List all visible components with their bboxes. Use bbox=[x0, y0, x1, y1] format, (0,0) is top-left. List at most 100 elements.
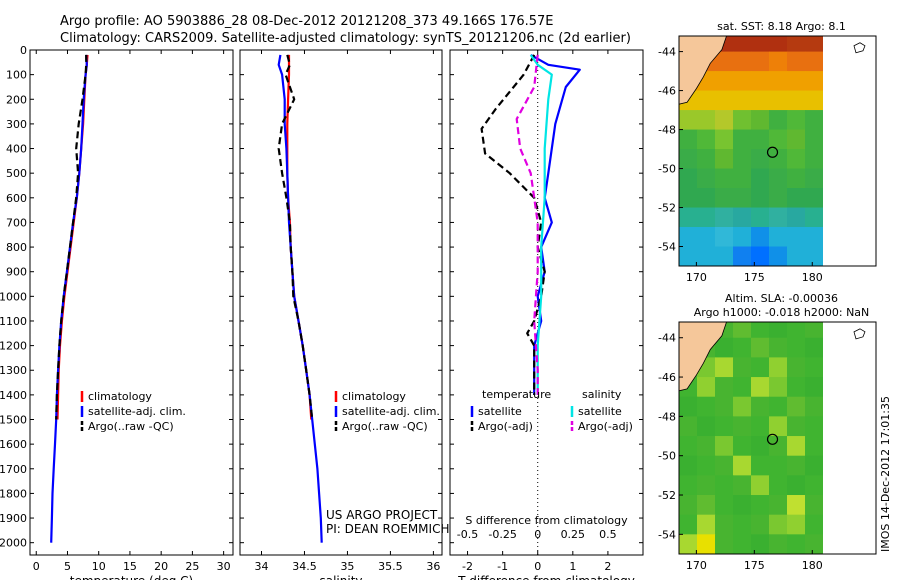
y-tick-label: 700 bbox=[6, 216, 27, 229]
salinity-panel: 34 34.5 35 35.5 36 salinity climatology satelli… bbox=[239, 49, 443, 580]
header-line-2: Climatology: CARS2009. Satellite-adjuste… bbox=[60, 31, 631, 46]
temperature-axis-label: temperature (deg C) bbox=[70, 574, 193, 580]
heatmap-cell bbox=[787, 455, 806, 476]
heatmap-cell bbox=[769, 322, 788, 339]
x-tick-label: 20 bbox=[154, 560, 168, 573]
heatmap-cell bbox=[805, 495, 823, 516]
y-tick-label: 200 bbox=[6, 93, 27, 106]
heatmap-cell bbox=[805, 246, 823, 266]
heatmap-cell bbox=[733, 514, 752, 535]
heatmap-cell bbox=[697, 168, 716, 189]
heatmap-cell bbox=[805, 51, 823, 72]
map-lat-label: -44 bbox=[658, 46, 676, 59]
heatmap-cell bbox=[787, 149, 806, 170]
s-tick-label: 0.5 bbox=[599, 528, 617, 541]
map-title: Argo h1000: -0.018 h2000: NaN bbox=[694, 306, 870, 319]
heatmap-cell bbox=[787, 337, 806, 358]
heatmap-cell bbox=[787, 246, 806, 266]
heatmap-cell bbox=[769, 455, 788, 476]
heatmap-cell bbox=[787, 436, 806, 457]
heatmap-cell bbox=[733, 495, 752, 516]
heatmap-cell bbox=[679, 149, 698, 170]
argo-position-marker bbox=[766, 433, 779, 445]
series-line-satellite-adj-clim- bbox=[50, 54, 88, 543]
heatmap-cell bbox=[751, 514, 770, 535]
x-tick-label: 0 bbox=[33, 560, 40, 573]
heatmap-cell bbox=[769, 129, 788, 150]
heatmap-cell bbox=[787, 188, 806, 209]
map-lat-label: -50 bbox=[658, 450, 676, 463]
map-lon-label: 170 bbox=[686, 271, 707, 284]
heatmap-cell bbox=[715, 534, 734, 554]
heatmap-cell bbox=[787, 71, 806, 92]
temperature-panel: 0100200300400500600700800900100011001200… bbox=[0, 44, 234, 580]
heatmap-cell bbox=[805, 455, 823, 476]
heatmap-cell bbox=[787, 514, 806, 535]
heatmap-cell bbox=[787, 377, 806, 398]
x-tick-label: 35 bbox=[340, 560, 354, 573]
map-lat-label: -52 bbox=[658, 202, 676, 215]
heatmap-cell bbox=[805, 377, 823, 398]
x-tick-label: 36 bbox=[426, 560, 440, 573]
sst-map-panel: -44 -46 -48 -50 -52 -54 170 175 180 sat. SST: 8.1… bbox=[658, 20, 877, 284]
map-lon-label: 170 bbox=[686, 559, 707, 572]
legend-entry: Argo(-adj) bbox=[478, 420, 533, 433]
heatmap-cell bbox=[769, 475, 788, 496]
s-difference-axis-label: S difference from climatology bbox=[465, 514, 628, 527]
map-lat-label: -50 bbox=[658, 163, 676, 176]
heatmap-cell bbox=[679, 534, 698, 554]
heatmap-cell bbox=[805, 534, 823, 554]
legend-entry: Argo(..raw -QC) bbox=[342, 420, 428, 433]
heatmap-cell bbox=[751, 110, 770, 131]
heatmap-cell bbox=[715, 90, 734, 111]
salinity-axis-label: salinity bbox=[319, 574, 362, 580]
heatmap-cell bbox=[715, 357, 734, 378]
heatmap-cell bbox=[805, 322, 823, 339]
heatmap-cell bbox=[787, 168, 806, 189]
heatmap-cell bbox=[751, 129, 770, 150]
heatmap-cell bbox=[733, 436, 752, 457]
difference-panel: -2 -1 0 1 2T difference from climatology -0.5… bbox=[449, 49, 644, 580]
x-tick-label: -1 bbox=[497, 560, 508, 573]
heatmap-cell bbox=[769, 168, 788, 189]
x-tick-label: 2 bbox=[604, 560, 611, 573]
y-tick-label: 300 bbox=[6, 118, 27, 131]
heatmap-cell bbox=[805, 90, 823, 111]
heatmap-cell bbox=[769, 149, 788, 170]
heatmap-cell bbox=[769, 188, 788, 209]
heatmap-cell bbox=[805, 416, 823, 437]
header-line-1: Argo profile: AO 5903886_28 08-Dec-2012 … bbox=[60, 14, 554, 29]
heatmap-cell bbox=[733, 36, 752, 53]
heatmap-cell bbox=[769, 396, 788, 417]
heatmap-cell bbox=[805, 188, 823, 209]
heatmap-cell bbox=[787, 110, 806, 131]
heatmap-cell bbox=[733, 168, 752, 189]
heatmap-cell bbox=[715, 227, 734, 248]
y-tick-label: 100 bbox=[6, 69, 27, 82]
heatmap-cell bbox=[697, 207, 716, 228]
heatmap-cell bbox=[769, 377, 788, 398]
map-lat-label: -52 bbox=[658, 489, 676, 502]
heatmap-cell bbox=[751, 207, 770, 228]
map-lat-label: -48 bbox=[658, 410, 676, 423]
heatmap-cell bbox=[679, 168, 698, 189]
heatmap-cell bbox=[751, 149, 770, 170]
heatmap-cell bbox=[733, 129, 752, 150]
map-lat-label: -46 bbox=[658, 85, 676, 98]
heatmap-cell bbox=[787, 416, 806, 437]
series-line-salinity-argo-adj- bbox=[515, 54, 539, 395]
heatmap-cell bbox=[733, 110, 752, 131]
y-tick-label: 800 bbox=[6, 241, 27, 254]
heatmap-cell bbox=[733, 357, 752, 378]
x-tick-label: 34 bbox=[254, 560, 268, 573]
heatmap-cell bbox=[787, 495, 806, 516]
x-tick-label: 34.5 bbox=[292, 560, 317, 573]
legend-entry: satellite bbox=[578, 405, 622, 418]
heatmap-cell bbox=[787, 227, 806, 248]
heatmap-cell bbox=[751, 227, 770, 248]
heatmap-cell bbox=[751, 357, 770, 378]
heatmap-cell bbox=[805, 337, 823, 358]
heatmap-cell bbox=[733, 149, 752, 170]
heatmap-cell bbox=[679, 455, 698, 476]
y-tick-label: 1300 bbox=[0, 364, 27, 377]
